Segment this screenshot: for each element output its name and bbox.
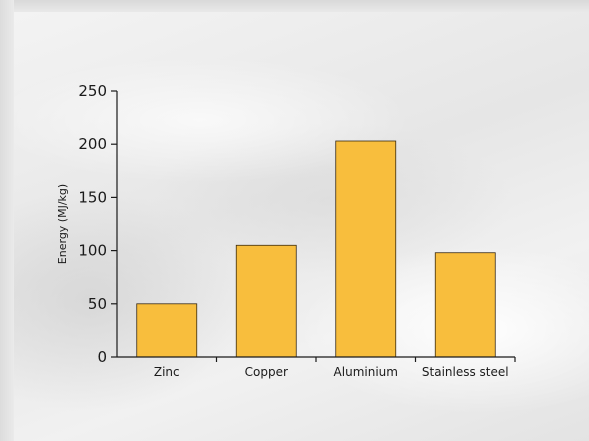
top-band: [0, 0, 589, 12]
bar-copper: [235, 244, 297, 358]
bars-group: [136, 140, 496, 358]
bar-stainless-steel: [434, 252, 496, 358]
x-category-label: Aluminium: [334, 365, 398, 379]
y-tick-label: 200: [78, 135, 107, 153]
x-ticks-group: [215, 357, 516, 362]
y-tick-label: 100: [78, 242, 107, 260]
y-tick-label: 0: [97, 348, 107, 366]
x-category-label: Zinc: [154, 365, 180, 379]
x-labels-group: Zinc Copper Aluminium Stainless steel: [154, 365, 509, 379]
y-tick-label: 50: [88, 295, 107, 313]
x-category-label: Stainless steel: [422, 365, 509, 379]
y-ticks-group: 0 50 100 150 200 250: [78, 82, 117, 366]
y-tick-label: 250: [78, 82, 107, 100]
y-axis-title: Energy (MJ/kg): [56, 184, 69, 264]
y-tick-label: 150: [78, 188, 107, 206]
x-category-label: Copper: [245, 365, 288, 379]
bar-aluminium: [335, 140, 397, 358]
left-band: [0, 0, 14, 441]
bar-zinc: [136, 303, 198, 358]
